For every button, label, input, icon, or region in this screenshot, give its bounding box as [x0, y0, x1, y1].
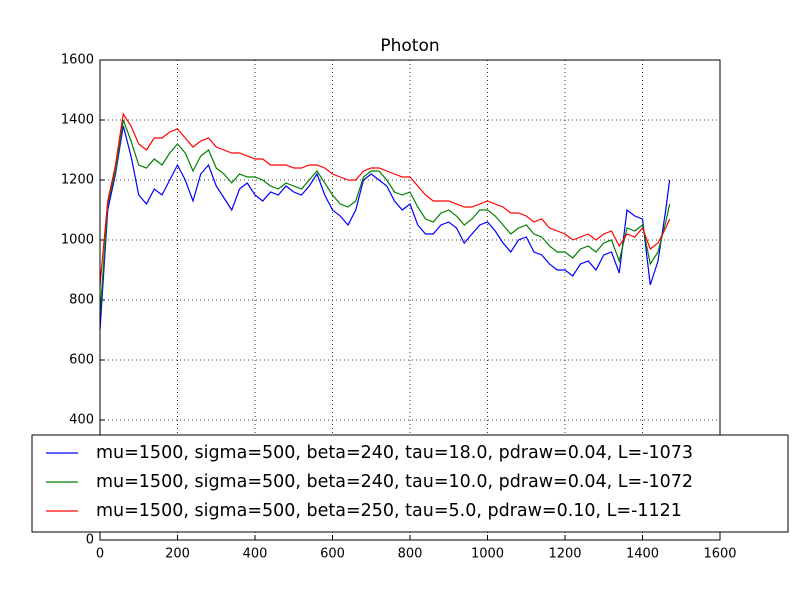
- x-tick-label: 800: [398, 547, 423, 562]
- x-tick-label: 400: [243, 547, 268, 562]
- legend-label: mu=1500, sigma=500, beta=240, tau=10.0, …: [96, 472, 693, 492]
- y-tick-label: 1000: [61, 233, 94, 248]
- x-tick-label: 200: [165, 547, 190, 562]
- legend-label: mu=1500, sigma=500, beta=240, tau=18.0, …: [96, 443, 693, 463]
- x-tick-label: 1600: [703, 547, 736, 562]
- x-tick-label: 600: [320, 547, 345, 562]
- x-tick-label: 0: [96, 547, 104, 562]
- y-tick-label: 1400: [61, 113, 94, 128]
- legend-label: mu=1500, sigma=500, beta=250, tau=5.0, p…: [96, 501, 682, 521]
- series-line: [99, 125, 671, 331]
- x-tick-label: 1200: [548, 547, 581, 562]
- x-tick-label: 1400: [626, 547, 659, 562]
- axes-frame: [99, 59, 721, 541]
- legend: mu=1500, sigma=500, beta=240, tau=18.0, …: [31, 434, 789, 533]
- y-tick-label: 1200: [61, 173, 94, 188]
- series-line: [99, 112, 671, 286]
- legend-box: [31, 434, 789, 533]
- y-tick-label: 1600: [61, 53, 94, 68]
- y-tick-label: 800: [69, 293, 94, 308]
- chart-title: Photon: [380, 36, 439, 56]
- x-tick-label: 1000: [471, 547, 504, 562]
- y-tick-label: 0: [86, 533, 94, 548]
- series-line: [99, 119, 671, 316]
- y-tick-label: 600: [69, 353, 94, 368]
- y-tick-label: 400: [69, 413, 94, 428]
